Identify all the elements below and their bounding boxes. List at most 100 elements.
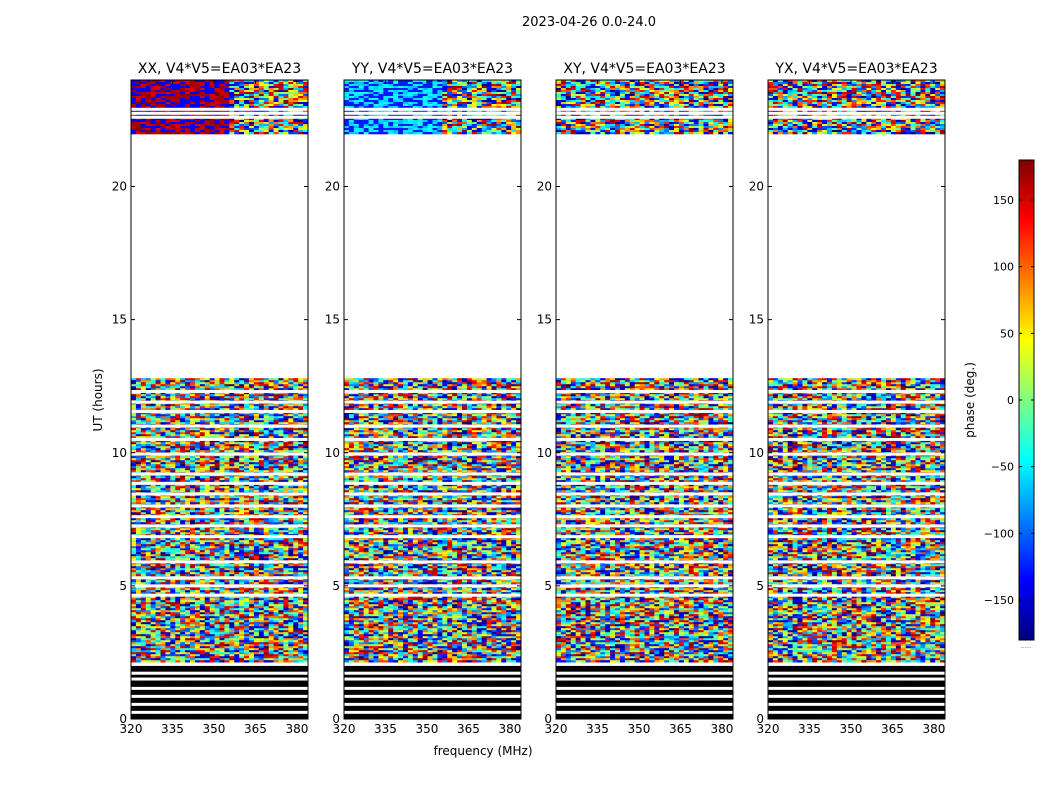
heatmap-cell xyxy=(175,528,180,530)
heatmap-cell xyxy=(220,488,225,490)
heatmap-cell xyxy=(210,588,215,590)
heatmap-cell xyxy=(131,556,136,558)
heatmap-cell xyxy=(288,669,293,671)
heatmap-cell xyxy=(161,420,166,422)
heatmap-cell xyxy=(220,675,225,677)
heatmap-cell xyxy=(269,488,274,490)
heatmap-cell xyxy=(205,456,210,458)
heatmap-cell xyxy=(249,384,254,386)
heatmap-cell xyxy=(249,442,254,444)
heatmap-cell xyxy=(185,550,190,552)
heatmap-cell xyxy=(175,538,180,540)
heatmap-cell xyxy=(298,420,303,422)
heatmap-cell xyxy=(293,488,298,490)
heatmap-cell xyxy=(283,470,288,472)
heatmap-cell xyxy=(239,598,244,600)
heatmap-cell xyxy=(146,699,151,701)
heatmap-cell xyxy=(151,564,156,566)
heatmap-cell xyxy=(185,691,190,693)
heatmap-cell xyxy=(180,398,185,400)
heatmap-cell xyxy=(293,530,298,532)
heatmap-cell xyxy=(229,396,234,398)
heatmap-cell xyxy=(200,456,205,458)
heatmap-cell xyxy=(210,699,215,701)
heatmap-cell xyxy=(200,442,205,444)
heatmap-cell xyxy=(269,550,274,552)
heatmap-cell xyxy=(283,669,288,671)
heatmap-cell xyxy=(161,538,166,540)
heatmap-cell xyxy=(136,538,141,540)
heatmap-cell xyxy=(205,582,210,584)
heatmap-cell xyxy=(136,520,141,522)
heatmap-cell xyxy=(249,552,254,554)
heatmap-cell xyxy=(210,681,215,683)
heatmap-cell xyxy=(234,490,239,492)
heatmap-cell xyxy=(180,669,185,671)
heatmap-cell xyxy=(229,442,234,444)
heatmap-cell xyxy=(298,478,303,480)
heatmap-cell xyxy=(254,512,259,514)
heatmap-cell xyxy=(136,468,141,470)
heatmap-cell xyxy=(259,478,264,480)
heatmap-cell xyxy=(190,707,195,709)
heatmap-cell xyxy=(215,707,220,709)
heatmap-cell xyxy=(259,394,264,396)
heatmap-cell xyxy=(215,552,220,554)
heatmap-cell xyxy=(141,554,146,556)
heatmap-cell xyxy=(220,558,225,560)
heatmap-cell xyxy=(244,458,249,460)
heatmap-cell xyxy=(224,580,229,582)
heatmap-cell xyxy=(239,500,244,502)
heatmap-cell xyxy=(190,546,195,548)
heatmap-cell xyxy=(200,550,205,552)
heatmap-cell xyxy=(165,564,170,566)
heatmap-cell xyxy=(195,699,200,701)
heatmap-cell xyxy=(288,681,293,683)
heatmap-cell xyxy=(151,382,156,384)
heatmap-cell xyxy=(141,675,146,677)
heatmap-cell xyxy=(239,404,244,406)
heatmap-cell xyxy=(259,502,264,504)
heatmap-cell xyxy=(165,715,170,717)
heatmap-cell xyxy=(293,544,298,546)
heatmap-cell xyxy=(205,458,210,460)
heatmap-cell xyxy=(136,518,141,520)
heatmap-cell xyxy=(175,502,180,504)
heatmap-cell xyxy=(298,394,303,396)
heatmap-cell xyxy=(146,460,151,462)
heatmap-cell xyxy=(264,384,269,386)
heatmap-cell xyxy=(131,432,136,434)
heatmap-cell xyxy=(244,394,249,396)
heatmap-cell xyxy=(180,544,185,546)
heatmap-cell xyxy=(146,446,151,448)
heatmap-cell xyxy=(274,422,279,424)
heatmap-cell xyxy=(180,466,185,468)
heatmap-cell xyxy=(161,386,166,388)
heatmap-cell xyxy=(283,566,288,568)
heatmap-cell xyxy=(190,510,195,512)
heatmap-cell xyxy=(205,542,210,544)
heatmap-cell xyxy=(274,572,279,574)
heatmap-cell xyxy=(274,532,279,534)
heatmap-cell xyxy=(180,470,185,472)
heatmap-cell xyxy=(170,669,175,671)
heatmap-cell xyxy=(205,462,210,464)
heatmap-cell xyxy=(205,675,210,677)
heatmap-cell xyxy=(131,580,136,582)
heatmap-cell xyxy=(229,512,234,514)
heatmap-cell xyxy=(141,384,146,386)
heatmap-cell xyxy=(298,490,303,492)
heatmap-cell xyxy=(283,590,288,592)
heatmap-cell xyxy=(229,590,234,592)
heatmap-cell xyxy=(288,552,293,554)
heatmap-cell xyxy=(210,476,215,478)
heatmap-cell xyxy=(185,667,190,669)
heatmap-cell xyxy=(298,462,303,464)
heatmap-cell xyxy=(195,520,200,522)
heatmap-cell xyxy=(151,699,156,701)
heatmap-cell xyxy=(190,669,195,671)
heatmap-cell xyxy=(195,508,200,510)
heatmap-cell xyxy=(249,550,254,552)
heatmap-cell xyxy=(249,566,254,568)
heatmap-cell xyxy=(195,444,200,446)
